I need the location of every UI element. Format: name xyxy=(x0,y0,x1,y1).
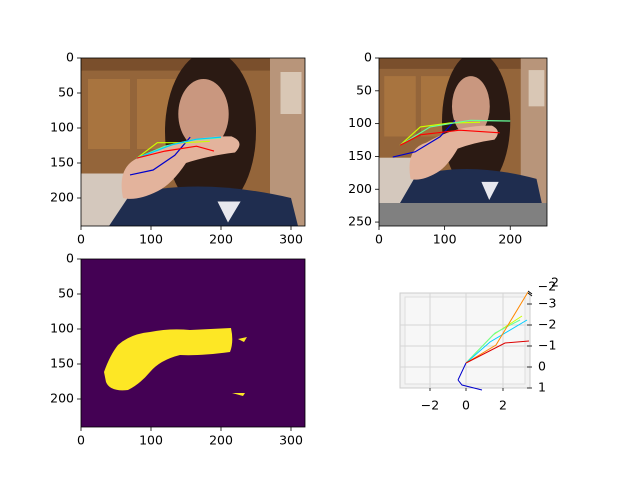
y-tick-label: 50 xyxy=(58,286,74,301)
axes-frame xyxy=(80,258,306,428)
z-tick-label: 1 xyxy=(538,380,546,395)
skeleton-line xyxy=(129,136,191,176)
axes-3d xyxy=(399,291,531,391)
skeleton-line xyxy=(136,145,215,159)
z-tick-label: −2 xyxy=(538,317,556,332)
y-tick-label: 150 xyxy=(50,356,74,371)
x-tick-label: 200 xyxy=(209,232,233,247)
y-tick-label: 50 xyxy=(356,82,372,97)
axes-frame xyxy=(378,57,548,227)
x-tick-label: 100 xyxy=(139,232,163,247)
z-tick-label: −1 xyxy=(538,338,556,353)
photo-panel xyxy=(81,58,305,226)
x-tick-label: 0 xyxy=(462,398,470,413)
y-tick-label: 2 xyxy=(551,275,559,290)
y-tick-label: 150 xyxy=(348,148,372,163)
x-tick-label: 300 xyxy=(279,232,303,247)
y-tick-label: 0 xyxy=(66,50,74,65)
y-tick xyxy=(527,292,533,297)
y-tick-label: 100 xyxy=(50,120,74,135)
x-tick-label: 200 xyxy=(498,232,522,247)
mask-panel xyxy=(81,259,305,427)
x-tick-label: 0 xyxy=(77,232,85,247)
skeleton-line xyxy=(136,136,222,159)
skeleton-line xyxy=(136,140,210,159)
x-tick-label: 100 xyxy=(433,232,457,247)
y-tick-label: 100 xyxy=(348,115,372,130)
y-tick-label: 200 xyxy=(50,391,74,406)
x-tick-label: 2 xyxy=(499,398,507,413)
x-tick-label: 200 xyxy=(209,433,233,448)
y-tick-label: 0 xyxy=(364,50,372,65)
x-tick-label: 0 xyxy=(77,433,85,448)
y-tick-label: 200 xyxy=(348,181,372,196)
y-tick-label: 150 xyxy=(50,155,74,170)
x-tick-label: −2 xyxy=(421,398,439,413)
y-tick-label: 50 xyxy=(58,85,74,100)
y-tick-label: 100 xyxy=(50,321,74,336)
axes-frame xyxy=(80,57,306,227)
skeleton-line xyxy=(399,129,500,146)
y-tick-label: −2 xyxy=(538,279,556,294)
skeleton-line xyxy=(399,121,481,146)
z-tick-label: −3 xyxy=(538,296,556,311)
skeleton-line xyxy=(392,119,456,158)
x-tick-label: 0 xyxy=(375,232,383,247)
skeleton-line xyxy=(399,119,511,146)
z-tick-label: 0 xyxy=(538,359,546,374)
x-tick-label: 100 xyxy=(139,433,163,448)
x-tick-label: 300 xyxy=(279,433,303,448)
y-tick-label: 250 xyxy=(348,214,372,229)
photo-panel xyxy=(379,58,547,226)
y-tick-label: 200 xyxy=(50,190,74,205)
y-tick-label: 0 xyxy=(66,251,74,266)
y-tick xyxy=(527,290,533,295)
